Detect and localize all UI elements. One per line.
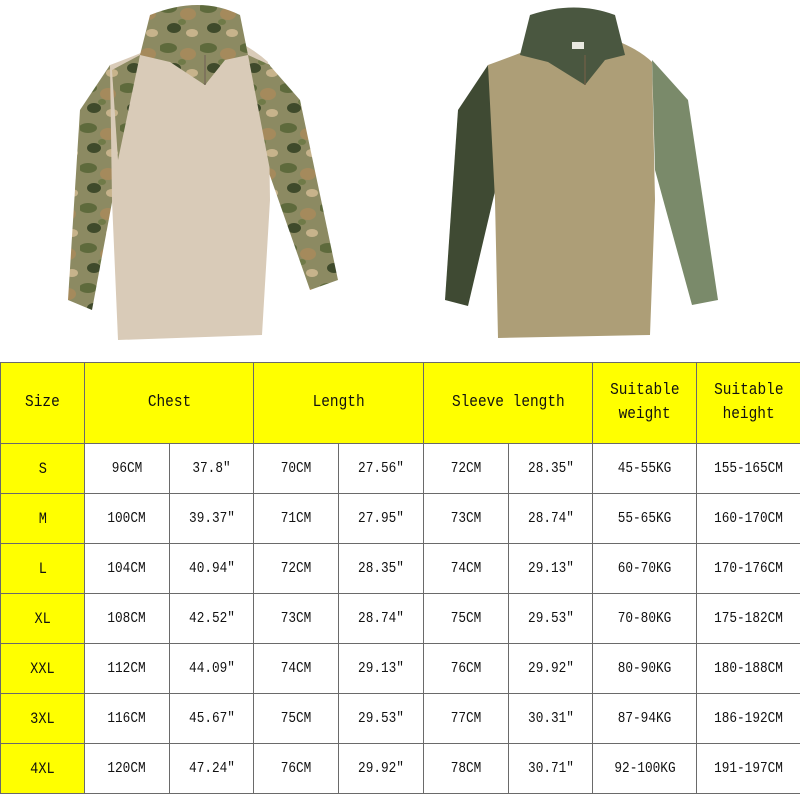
product-photos [68,5,718,340]
cell-suitable-weight: 87-94KG [592,693,698,744]
cell-size: M [0,493,85,544]
cell-length-cm: 72CM [253,543,340,594]
cell-length-inch: 29.92″ [338,743,425,794]
cell-suitable-height: 180-188CM [696,643,800,694]
cell-suitable-height: 160-170CM [696,493,800,544]
cell-chest-cm: 116CM [84,693,170,744]
cell-sleeve-cm: 76CM [423,643,510,694]
table-row: 3XL 116CM 45.67″ 75CM 29.53″ 77CM 30.31″ 87-94K… [0,693,800,744]
cell-chest-inch: 45.67″ [168,693,255,744]
cell-chest-inch: 37.8″ [168,443,255,494]
cell-length-cm: 71CM [253,493,340,544]
table-row: L 104CM 40.94″ 72CM 28.35″ 74CM 29.13″ 60-70KG 1… [0,543,800,594]
cell-suitable-height: 155-165CM [696,443,800,494]
header-sleeve-length: Sleeve length [423,362,594,444]
cell-suitable-weight: 45-55KG [592,443,698,494]
table-header-row: Size Chest Length Sleeve length Suitable… [0,362,800,444]
cell-sleeve-cm: 77CM [423,693,510,744]
cell-length-inch: 29.13″ [338,643,425,694]
header-size: Size [0,362,85,444]
header-suitable-weight: Suitable weight [592,362,698,444]
cell-sleeve-inch: 28.35″ [508,443,594,494]
cell-suitable-weight: 70-80KG [592,593,698,644]
cell-length-inch: 28.35″ [338,543,425,594]
cell-sleeve-inch: 28.74″ [508,493,594,544]
cell-chest-inch: 47.24″ [168,743,255,794]
header-chest: Chest [83,362,255,444]
cell-length-inch: 27.95″ [338,493,425,544]
cell-length-inch: 28.74″ [338,593,425,644]
cell-size: XXL [0,643,85,694]
cell-suitable-weight: 80-90KG [592,643,698,694]
cell-suitable-height: 170-176CM [696,543,800,594]
cell-size: S [0,443,85,494]
cell-sleeve-inch: 30.31″ [508,693,594,744]
cell-length-inch: 29.53″ [338,693,425,744]
table-row: M 100CM 39.37″ 71CM 27.95″ 73CM 28.74″ 55-65KG 1… [0,493,800,544]
table-row: 4XL 120CM 47.24″ 76CM 29.92″ 78CM 30.71″ 92-100… [0,743,800,794]
cell-size: 4XL [0,743,85,794]
cell-length-cm: 73CM [253,593,340,644]
table-row: XL 108CM 42.52″ 73CM 28.74″ 75CM 29.53″ 70-80KG… [0,593,800,644]
camo-shirt-image [68,5,338,340]
cell-length-inch: 27.56″ [338,443,425,494]
cell-sleeve-cm: 74CM [423,543,510,594]
cell-suitable-height: 175-182CM [696,593,800,644]
cell-chest-inch: 42.52″ [168,593,255,644]
cell-chest-cm: 100CM [84,493,170,544]
cell-chest-cm: 112CM [84,643,170,694]
cell-size: 3XL [0,693,85,744]
cell-chest-cm: 120CM [84,743,170,794]
cell-chest-inch: 44.09″ [168,643,255,694]
khaki-green-shirt-image [445,7,718,338]
cell-length-cm: 74CM [253,643,340,694]
header-suitable-height: Suitable height [696,362,800,444]
cell-sleeve-cm: 73CM [423,493,510,544]
cell-chest-inch: 39.37″ [168,493,255,544]
cell-sleeve-inch: 29.53″ [508,593,594,644]
cell-sleeve-inch: 30.71″ [508,743,594,794]
cell-chest-inch: 40.94″ [168,543,255,594]
table-row: S 96CM 37.8″ 70CM 27.56″ 72CM 28.35″ 45-55KG 155… [0,443,800,494]
cell-chest-cm: 104CM [84,543,170,594]
cell-size: L [0,543,85,594]
header-length: Length [253,362,425,444]
cell-sleeve-cm: 78CM [423,743,510,794]
cell-sleeve-cm: 75CM [423,593,510,644]
cell-sleeve-cm: 72CM [423,443,510,494]
cell-suitable-weight: 92-100KG [592,743,698,794]
cell-size: XL [0,593,85,644]
cell-suitable-height: 186-192CM [696,693,800,744]
cell-suitable-height: 191-197CM [696,743,800,794]
cell-chest-cm: 108CM [84,593,170,644]
cell-suitable-weight: 60-70KG [592,543,698,594]
cell-suitable-weight: 55-65KG [592,493,698,544]
cell-chest-cm: 96CM [84,443,170,494]
cell-sleeve-inch: 29.13″ [508,543,594,594]
cell-length-cm: 76CM [253,743,340,794]
cell-length-cm: 70CM [253,443,340,494]
cell-length-cm: 75CM [253,693,340,744]
cell-sleeve-inch: 29.92″ [508,643,594,694]
table-row: XXL 112CM 44.09″ 74CM 29.13″ 76CM 29.92″ 80-90K… [0,643,800,694]
size-chart-table: Size Chest Length Sleeve length Suitable… [0,362,800,794]
